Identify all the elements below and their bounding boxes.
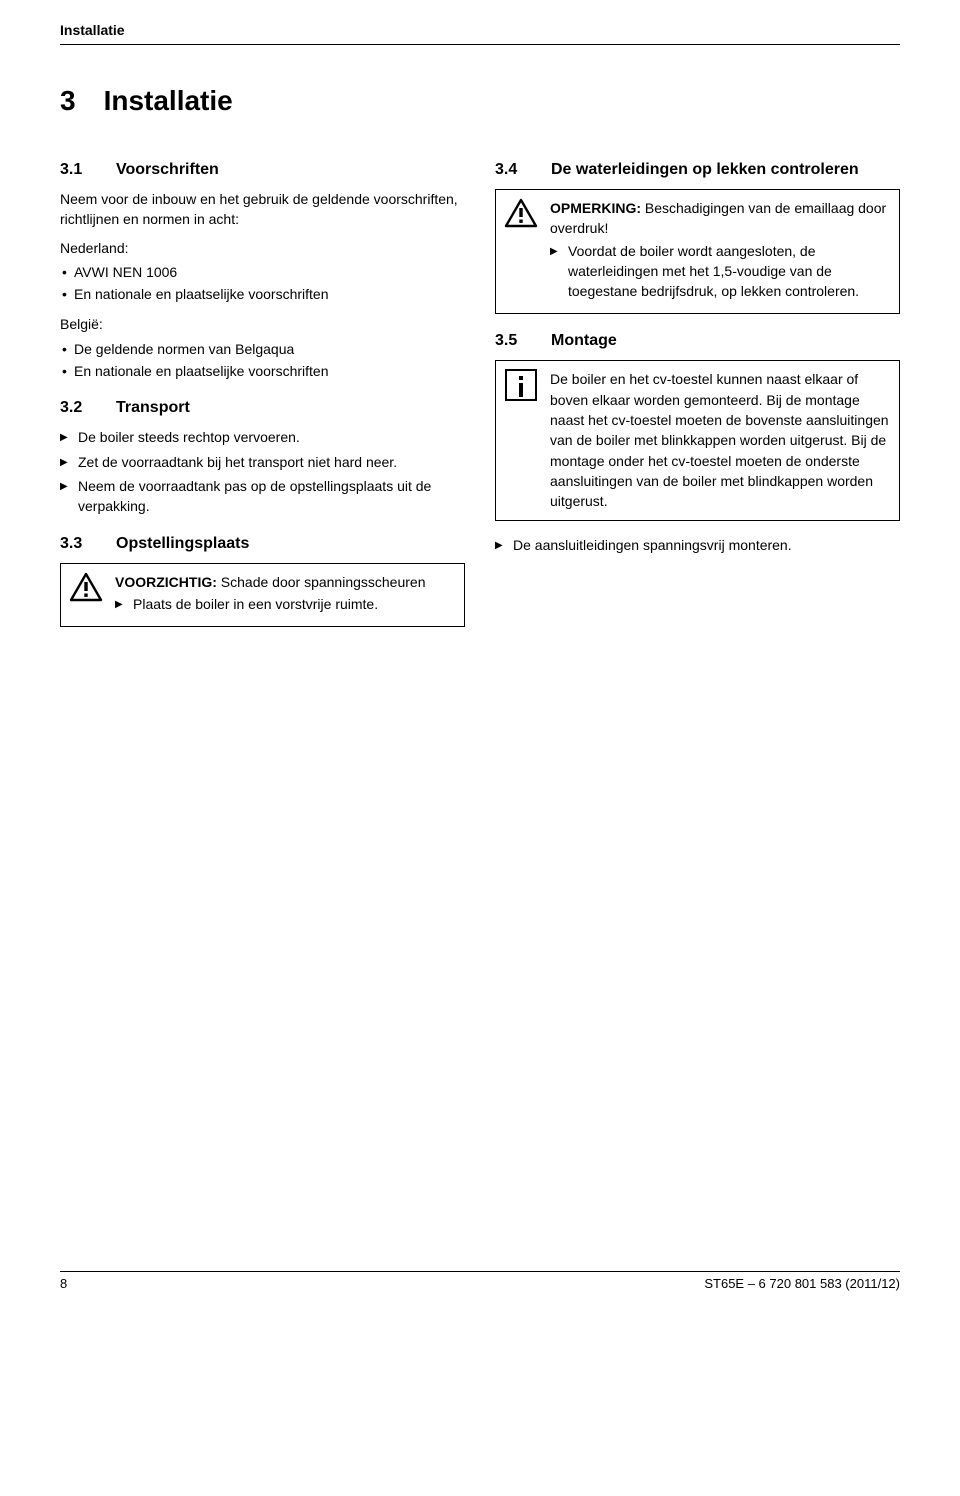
callout-icon-cell [61, 564, 111, 627]
s31-nl-label: Nederland: [60, 238, 465, 258]
chapter-heading: 3 Installatie [60, 85, 900, 117]
running-head: Installatie [60, 22, 900, 38]
s31-be-label: België: [60, 314, 465, 334]
warning-triangle-icon [69, 572, 103, 602]
s35-list: De aansluitleidingen spanningsvrij monte… [495, 535, 900, 555]
section-number: 3.2 [60, 399, 96, 417]
s35-info-text: De boiler en het cv-toestel kunnen naast… [550, 371, 889, 509]
info-icon [505, 369, 537, 401]
callout-text: De boiler en het cv-toestel kunnen naast… [546, 361, 899, 519]
section-number: 3.4 [495, 161, 531, 179]
section-3-5-heading: 3.5 Montage [495, 332, 900, 350]
list-item: De geldende normen van Belgaqua [60, 339, 465, 359]
list-item: De boiler steeds rechtop vervoeren. [60, 427, 465, 447]
right-column: 3.4 De waterleidingen op lekken controle… [495, 143, 900, 641]
list-item: Plaats de boiler in een vorstvrije ruimt… [115, 594, 454, 614]
s33-callout-list: Plaats de boiler in een vorstvrije ruimt… [115, 594, 454, 614]
s31-nl-list: AVWI NEN 1006 En nationale en plaatselij… [60, 262, 465, 305]
list-item: Voordat de boiler wordt aangesloten, de … [550, 241, 889, 302]
section-title: Transport [116, 399, 190, 417]
section-3-1-heading: 3.1 Voorschriften [60, 161, 465, 179]
section-3-4-heading: 3.4 De waterleidingen op lekken controle… [495, 161, 900, 179]
doc-id: ST65E – 6 720 801 583 (2011/12) [704, 1276, 900, 1291]
header-rule [60, 44, 900, 45]
section-title: Montage [551, 332, 617, 350]
list-item: En nationale en plaatselijke voorschrift… [60, 284, 465, 304]
s31-intro: Neem voor de inbouw en het gebruik de ge… [60, 189, 465, 230]
chapter-title: Installatie [104, 85, 233, 117]
s35-info-callout: De boiler en het cv-toestel kunnen naast… [495, 360, 900, 520]
section-title: De waterleidingen op lekken controleren [551, 161, 859, 179]
section-3-2-heading: 3.2 Transport [60, 399, 465, 417]
callout-icon-cell [496, 361, 546, 519]
list-item: Zet de voorraadtank bij het transport ni… [60, 452, 465, 472]
section-3-3-heading: 3.3 Opstellingsplaats [60, 535, 465, 553]
callout-lead: OPMERKING: [550, 200, 641, 216]
callout-lead: VOORZICHTIG: [115, 574, 217, 590]
s34-callout-list: Voordat de boiler wordt aangesloten, de … [550, 241, 889, 302]
section-number: 3.3 [60, 535, 96, 553]
callout-text: OPMERKING: Beschadigingen van de emailla… [546, 190, 899, 313]
two-column-layout: 3.1 Voorschriften Neem voor de inbouw en… [60, 143, 900, 641]
section-title: Voorschriften [116, 161, 219, 179]
list-item: AVWI NEN 1006 [60, 262, 465, 282]
section-number: 3.5 [495, 332, 531, 350]
whitespace-spacer [60, 641, 900, 1261]
s32-list: De boiler steeds rechtop vervoeren. Zet … [60, 427, 465, 516]
page-number: 8 [60, 1276, 67, 1291]
chapter-number: 3 [60, 85, 76, 117]
s34-notice-callout: OPMERKING: Beschadigingen van de emailla… [495, 189, 900, 314]
s31-be-list: De geldende normen van Belgaqua En natio… [60, 339, 465, 382]
warning-triangle-icon [504, 198, 538, 228]
list-item: De aansluitleidingen spanningsvrij monte… [495, 535, 900, 555]
callout-icon-cell [496, 190, 546, 313]
callout-text: VOORZICHTIG: Schade door spanningsscheur… [111, 564, 464, 627]
s33-caution-callout: VOORZICHTIG: Schade door spanningsscheur… [60, 563, 465, 628]
list-item: Neem de voorraadtank pas op de opstellin… [60, 476, 465, 517]
list-item: En nationale en plaatselijke voorschrift… [60, 361, 465, 381]
section-number: 3.1 [60, 161, 96, 179]
page-footer: 8 ST65E – 6 720 801 583 (2011/12) [60, 1272, 900, 1291]
callout-tail: Schade door spanningsscheuren [217, 574, 426, 590]
left-column: 3.1 Voorschriften Neem voor de inbouw en… [60, 143, 465, 641]
section-title: Opstellingsplaats [116, 535, 249, 553]
